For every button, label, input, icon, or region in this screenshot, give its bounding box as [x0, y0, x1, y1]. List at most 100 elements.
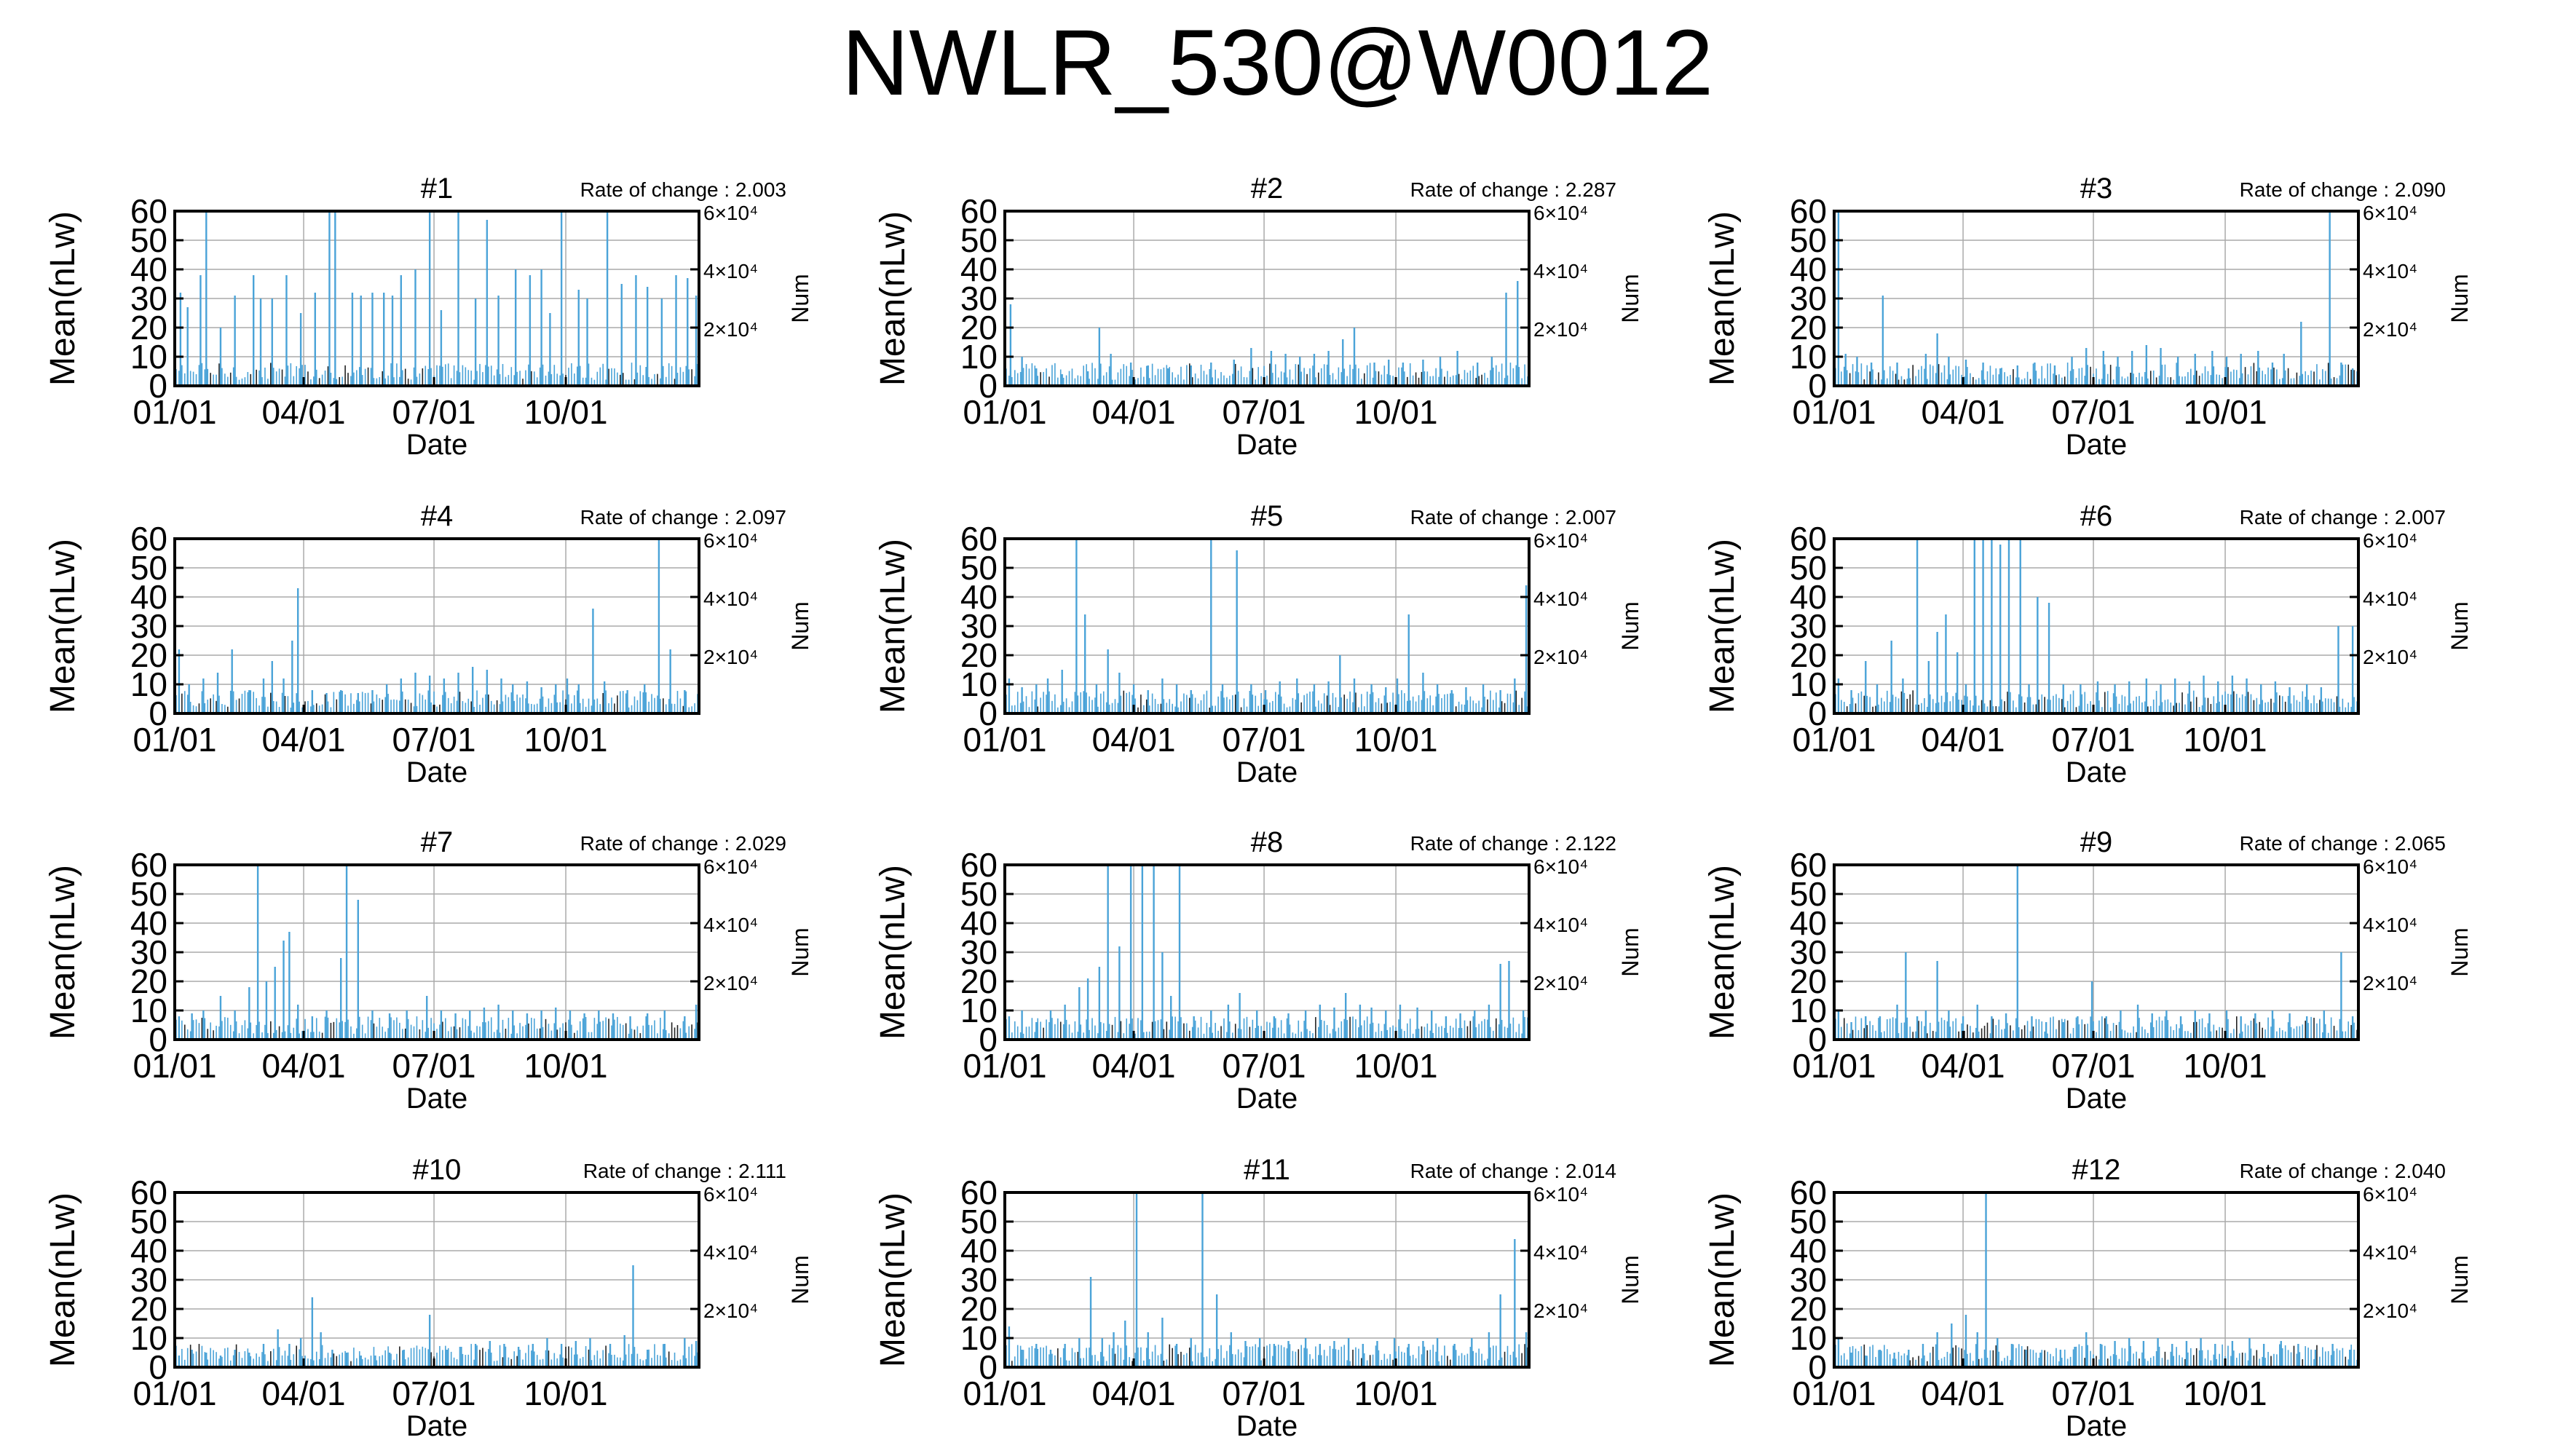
y2-tick-label: 2×10⁴ — [2363, 646, 2417, 668]
y-tick-label: 0 — [1808, 367, 1827, 405]
y-tick-label: 0 — [979, 695, 998, 732]
y-tick-label: 20 — [130, 636, 167, 674]
y-tick-label: 60 — [960, 520, 998, 558]
x-tick-label: 01/01 — [133, 393, 216, 431]
y-axis-label: Mean(nLw) — [1703, 865, 1742, 1040]
y2-tick-label: 2×10⁴ — [2363, 1299, 2417, 1322]
y-tick-label: 60 — [130, 192, 167, 230]
x-tick-label: 10/01 — [2183, 1047, 2267, 1085]
x-tick-label: 07/01 — [392, 1374, 476, 1412]
y-tick-label: 0 — [149, 1021, 167, 1059]
x-tick-label: 04/01 — [261, 721, 345, 759]
y-tick-label: 40 — [1790, 578, 1827, 616]
y2-axis-label: Num — [2447, 927, 2473, 977]
y-tick-label: 60 — [130, 1174, 167, 1211]
rate-of-change-label: Rate of change : 2.007 — [2240, 506, 2446, 529]
y-tick-label: 10 — [1790, 665, 1827, 703]
x-tick-label: 10/01 — [1354, 1374, 1437, 1412]
y2-tick-label: 4×10⁴ — [1533, 587, 1588, 610]
y-tick-label: 40 — [1790, 1232, 1827, 1270]
y-tick-label: 20 — [960, 1290, 998, 1328]
y2-tick-label: 6×10⁴ — [703, 529, 758, 552]
y2-tick-label: 4×10⁴ — [703, 1241, 758, 1264]
x-tick-label: 07/01 — [2052, 393, 2136, 431]
y2-tick-label: 2×10⁴ — [2363, 972, 2417, 994]
x-tick-label: 04/01 — [261, 1047, 345, 1085]
y2-tick-label: 6×10⁴ — [1533, 529, 1588, 552]
page-title: NWLR_530@W0012 — [841, 11, 1714, 115]
y2-tick-label: 2×10⁴ — [703, 1299, 758, 1322]
y2-axis-label: Num — [2447, 1255, 2473, 1305]
x-axis-label: Date — [406, 1083, 468, 1115]
y2-tick-label: 6×10⁴ — [703, 202, 758, 224]
x-tick-label: 07/01 — [2052, 1374, 2136, 1412]
rate-of-change-label: Rate of change : 2.007 — [1410, 506, 1616, 529]
y-tick-label: 50 — [960, 875, 998, 913]
y-tick-label: 10 — [1790, 338, 1827, 376]
y-axis-label: Mean(nLw) — [44, 539, 82, 713]
y-tick-label: 60 — [130, 846, 167, 884]
y-tick-label: 60 — [960, 846, 998, 884]
panel-title: #9 — [2080, 826, 2113, 858]
x-tick-label: 07/01 — [2052, 1047, 2136, 1085]
rate-of-change-label: Rate of change : 2.029 — [580, 832, 786, 855]
y2-tick-label: 4×10⁴ — [2363, 260, 2417, 282]
x-tick-label: 10/01 — [524, 1047, 607, 1085]
y2-axis-label: Num — [1617, 601, 1643, 651]
x-tick-label: 01/01 — [963, 721, 1046, 759]
y2-axis-label: Num — [1617, 274, 1643, 323]
y2-tick-label: 4×10⁴ — [1533, 1241, 1588, 1264]
panel-title: #4 — [421, 500, 454, 532]
x-tick-label: 04/01 — [261, 393, 345, 431]
y2-tick-label: 4×10⁴ — [2363, 1241, 2417, 1264]
y-tick-label: 10 — [1790, 1319, 1827, 1357]
y-tick-label: 10 — [130, 992, 167, 1029]
y-tick-label: 20 — [130, 309, 167, 347]
y-tick-label: 60 — [960, 1174, 998, 1211]
y-tick-label: 30 — [1790, 933, 1827, 971]
x-tick-label: 10/01 — [524, 1374, 607, 1412]
rate-of-change-label: Rate of change : 2.040 — [2240, 1160, 2446, 1182]
panel-title: #3 — [2080, 173, 2113, 205]
y-tick-label: 0 — [1808, 1021, 1827, 1059]
y-tick-label: 30 — [960, 280, 998, 317]
y2-tick-label: 4×10⁴ — [2363, 914, 2417, 936]
y2-tick-label: 2×10⁴ — [1533, 972, 1588, 994]
x-axis-label: Date — [2066, 429, 2128, 461]
y-tick-label: 50 — [1790, 1203, 1827, 1241]
x-tick-label: 10/01 — [1354, 721, 1437, 759]
y-tick-label: 50 — [130, 549, 167, 587]
y-tick-label: 10 — [1790, 992, 1827, 1029]
y-tick-label: 40 — [130, 1232, 167, 1270]
y-tick-label: 0 — [979, 1021, 998, 1059]
y-tick-label: 50 — [130, 1203, 167, 1241]
rate-of-change-label: Rate of change : 2.003 — [580, 178, 786, 201]
y2-axis-label: Num — [787, 601, 813, 651]
y-tick-label: 40 — [1790, 250, 1827, 288]
y2-tick-label: 2×10⁴ — [703, 972, 758, 994]
y2-axis-label: Num — [2447, 601, 2473, 651]
y-tick-label: 40 — [960, 250, 998, 288]
y-tick-label: 30 — [960, 933, 998, 971]
y-tick-label: 30 — [1790, 607, 1827, 645]
y-tick-label: 20 — [130, 1290, 167, 1328]
x-tick-label: 10/01 — [2183, 393, 2267, 431]
y2-tick-label: 4×10⁴ — [1533, 914, 1588, 936]
rate-of-change-label: Rate of change : 2.014 — [1410, 1160, 1616, 1182]
y2-axis-label: Num — [787, 927, 813, 977]
y-tick-label: 50 — [1790, 875, 1827, 913]
y-tick-label: 50 — [960, 1203, 998, 1241]
x-tick-label: 04/01 — [1921, 1047, 2005, 1085]
x-tick-label: 04/01 — [1921, 1374, 2005, 1412]
x-tick-label: 01/01 — [133, 1374, 216, 1412]
x-tick-label: 07/01 — [1223, 721, 1306, 759]
x-tick-label: 01/01 — [133, 1047, 216, 1085]
y2-tick-label: 2×10⁴ — [703, 318, 758, 341]
y-tick-label: 60 — [1790, 192, 1827, 230]
